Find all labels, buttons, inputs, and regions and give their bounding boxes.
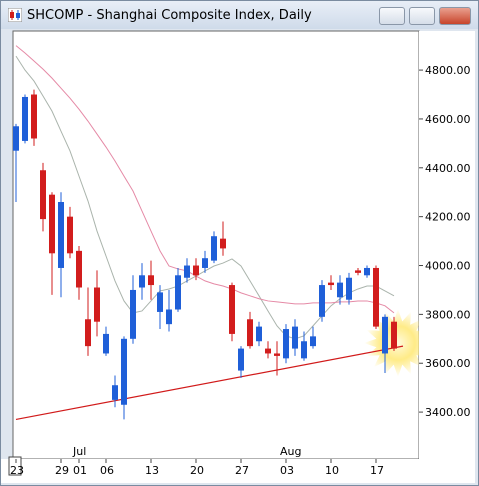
candle-body	[130, 289, 136, 339]
candle-body	[49, 194, 55, 254]
candle-body	[247, 319, 253, 347]
candle-body	[67, 216, 73, 254]
candle-body	[337, 282, 343, 298]
candle-body	[364, 267, 370, 276]
candle-body	[139, 275, 145, 288]
candle-body	[373, 267, 379, 327]
candle-body	[292, 326, 298, 349]
candle-body	[202, 258, 208, 268]
app-icon	[8, 8, 22, 22]
x-tick-label: 10	[325, 464, 339, 477]
candle-body	[229, 285, 235, 334]
y-tick-label: 4800.00	[425, 64, 471, 77]
candle-body	[283, 329, 289, 359]
x-tick-label: 17	[370, 464, 384, 477]
x-tick-label: 29	[55, 464, 69, 477]
chart: Jul Aug 3400.00 3600.00 3800.00 4000.00 4200.…	[1, 30, 475, 483]
y-tick-label: 4200.00	[425, 211, 471, 224]
y-tick-label: 3600.00	[425, 357, 471, 370]
candle-body	[328, 282, 334, 286]
candle-body	[157, 292, 163, 312]
x-tick-label: 20	[190, 464, 204, 477]
x-tick-label: 06	[100, 464, 114, 477]
candle-body	[94, 287, 100, 322]
candle-body	[256, 326, 262, 342]
y-tick-label: 4400.00	[425, 162, 471, 175]
candle-body	[31, 94, 37, 139]
scroll-box	[8, 456, 22, 476]
candle-body	[211, 236, 217, 261]
candle-body	[166, 309, 172, 325]
close-button[interactable]	[439, 7, 471, 25]
axis-area	[419, 31, 475, 483]
window-title: SHCOMP - Shanghai Composite Index, Daily	[27, 8, 312, 23]
candle-body	[175, 275, 181, 310]
candle-body	[112, 385, 118, 400]
y-tick-label: 3800.00	[425, 308, 471, 321]
candle-body	[76, 250, 82, 288]
y-tick-label: 4000.00	[425, 260, 471, 273]
candle-body	[319, 285, 325, 317]
candle-body	[274, 353, 280, 356]
title-bar: SHCOMP - Shanghai Composite Index, Daily	[1, 1, 478, 29]
y-tick-label: 3400.00	[425, 406, 471, 419]
month-label: Jul	[72, 445, 86, 458]
x-tick-label: 03	[280, 464, 294, 477]
minimize-button[interactable]	[379, 7, 405, 25]
candle-body	[22, 96, 28, 141]
candle-body	[13, 126, 19, 151]
x-tick-label: 23	[10, 464, 24, 477]
candle-body	[184, 265, 190, 278]
candle-body	[355, 270, 361, 273]
x-tick-label: 01	[73, 464, 87, 477]
candle-body	[310, 336, 316, 347]
candle-body	[103, 333, 109, 354]
y-tick-label: 4600.00	[425, 113, 471, 126]
candle-body	[238, 348, 244, 371]
x-tick-label: 13	[145, 464, 159, 477]
candle-body	[382, 316, 388, 354]
candle-body	[85, 319, 91, 347]
candle-body	[346, 277, 352, 300]
candle-body	[121, 338, 127, 405]
candle-body	[265, 348, 271, 354]
x-tick-label: 27	[235, 464, 249, 477]
moving-average	[15, 45, 395, 314]
candle-body	[301, 341, 307, 359]
candle-body	[148, 275, 154, 286]
candle-body	[220, 238, 226, 249]
candle-body	[391, 321, 397, 349]
candle-body	[40, 170, 46, 220]
candle-body	[193, 265, 199, 276]
candle-body	[58, 202, 64, 268]
trendline	[15, 345, 404, 421]
month-label: Aug	[280, 445, 301, 458]
date-area	[1, 459, 475, 483]
maximize-button[interactable]	[409, 7, 435, 25]
